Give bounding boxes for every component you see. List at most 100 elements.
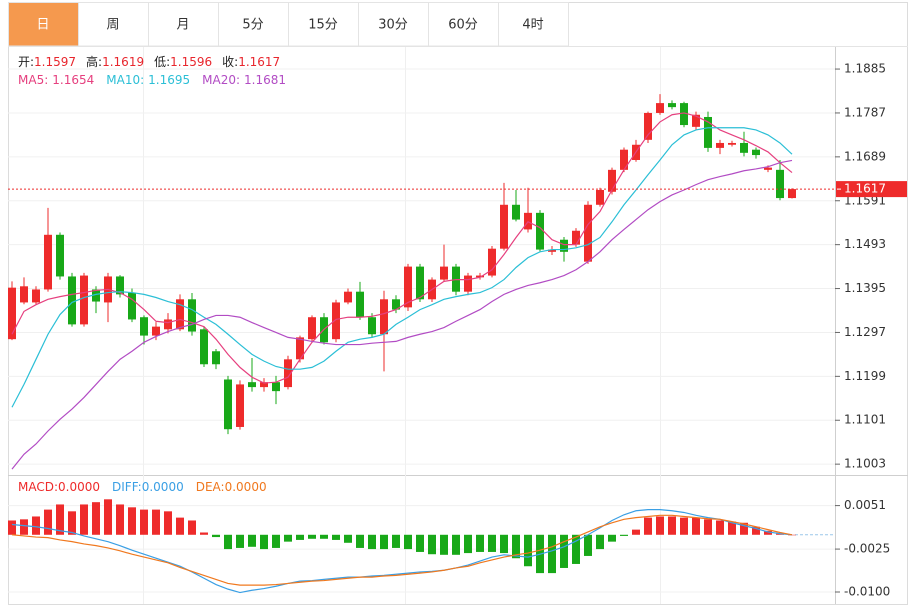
candle-body [752,149,760,156]
candle-body [728,142,736,145]
macd-bar [200,532,208,535]
macd-bar [92,502,100,535]
candle-body [788,189,796,199]
macd-bar [788,534,796,536]
macd-bar [56,504,64,535]
tab[interactable]: 5分 [218,2,289,47]
last-price-label: 1.1617 [844,182,886,196]
ohlc-value: 1.1617 [238,55,280,69]
candle-body [608,169,616,192]
candle-body [248,382,256,388]
tab-label: 30分 [378,18,408,33]
candle-body [536,212,544,250]
macd-bar [224,534,232,550]
legend-name: DIFF: [112,480,142,494]
macd-bar [416,534,424,552]
macd-bar [32,516,40,535]
candle-body [560,239,568,252]
macd-bar [752,526,760,535]
candle-body [212,351,220,365]
macd-bar [176,517,184,535]
macd-bar [704,519,712,535]
candle-body [332,302,340,340]
macd-bar [560,534,568,568]
candle-body [404,266,412,308]
candle-body [32,289,40,303]
candle-body [308,317,316,340]
candle-body [8,287,16,340]
tab-label: 5分 [242,18,263,33]
macd-bar [668,516,676,535]
macd-bar [428,534,436,555]
tab[interactable]: 4时 [498,2,569,47]
tab-label: 15分 [308,18,338,33]
tab-label: 日 [36,18,49,33]
tab[interactable]: 月 [148,2,219,47]
y-tick-label: 1.1493 [844,237,886,251]
ohlc-value: 1.1596 [170,55,212,69]
legend: MACD:0.0000 DIFF:0.0000 DEA:0.0000 [18,480,267,494]
macd-bar [500,534,508,554]
candle-body [80,275,88,325]
candle-body [512,204,520,220]
candle-body [572,230,580,245]
candle-body [776,169,784,199]
macd-bar [764,530,772,535]
macd-bar [620,534,628,536]
macd-bar [548,534,556,574]
macd-bar [248,534,256,547]
candle-body [584,204,592,262]
candle-body [620,149,628,170]
tab[interactable]: 日 [8,2,79,47]
tab[interactable]: 周 [78,2,149,47]
macd-bar [68,511,76,535]
tab-bg [288,2,359,47]
ohlc-label: 开: [18,55,34,69]
y-tick-label: 1.1003 [844,457,886,471]
candle-body [296,337,304,360]
frame [8,2,908,605]
macd-bar [644,517,652,535]
macd-bar [692,517,700,535]
y-tick-label: 1.1885 [844,62,886,76]
y-tick-label: -0.0025 [844,542,890,556]
tab[interactable]: 30分 [358,2,429,47]
candle-body [44,234,52,290]
ohlc-header: 开:1.1597 高:1.1619 低:1.1596 收:1.1617 [18,54,280,69]
tab[interactable]: 15分 [288,2,359,47]
candle-body [20,286,28,303]
macd-bar [476,534,484,552]
macd-bar [404,534,412,550]
ohlc-label: 低: [154,55,170,69]
ohlc-label: 收: [222,55,238,69]
macd-bar [260,534,268,550]
macd-bar [452,534,460,555]
macd-bar [152,509,160,535]
macd-bar [296,534,304,540]
last-price-box [836,181,907,198]
macd-line [11,509,793,594]
candle-body [596,190,604,205]
candle-body [500,204,508,249]
legend-name: MA20: [202,73,240,87]
legend-name: MACD: [18,480,58,494]
macd-bar [356,534,364,548]
candle-body [440,266,448,280]
tab[interactable]: 60分 [428,2,499,47]
ohlc-value: 1.1619 [102,55,144,69]
macd-bar [716,520,724,535]
candle-body [380,299,388,335]
ma-line [11,127,793,408]
tab-label: 60分 [448,18,478,33]
macd-bar [80,504,88,535]
macd-bar [572,534,580,564]
candle-body [704,116,712,148]
ohlc-label: 高: [86,54,102,69]
candle-body [272,382,280,392]
y-tick-label: 1.1787 [844,105,886,119]
candle-body [680,103,688,126]
macd-bar [368,534,376,550]
candle-body [56,234,64,277]
tab-label: 周 [106,18,119,33]
